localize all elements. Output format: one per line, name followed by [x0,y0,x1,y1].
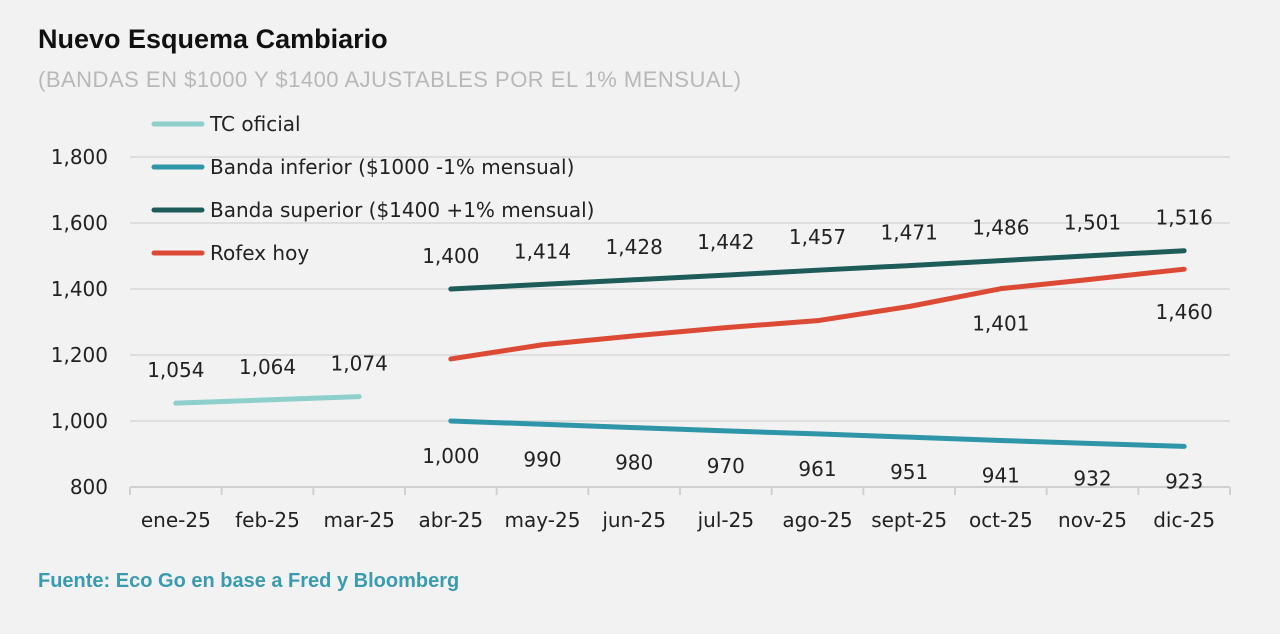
data-label: 923 [1165,469,1203,493]
series-line-1 [448,418,1187,449]
data-label: 1,460 [1156,300,1213,324]
data-label: 1,471 [881,221,938,245]
data-label: 941 [982,463,1020,487]
y-tick-label: 1,800 [51,145,108,169]
chart-title: Nuevo Esquema Cambiario [38,24,388,54]
data-label: 951 [890,460,928,484]
data-label: 980 [615,451,653,475]
legend-label: Rofex hoy [210,241,309,265]
data-label: 1,501 [1064,211,1121,235]
data-label: 1,064 [239,355,296,379]
y-tick-label: 1,200 [51,343,108,367]
data-label: 961 [798,457,836,481]
legend-label: Banda superior ($1400 +1% mensual) [210,198,594,222]
y-tick-label: 1,400 [51,277,108,301]
y-tick-label: 800 [70,475,108,499]
x-tick-label: abr-25 [419,508,484,532]
legend-label: TC oficial [209,112,301,136]
x-tick-label: mar-25 [323,508,394,532]
x-tick-label: oct-25 [969,508,1033,532]
chart-subtitle: (BANDAS EN $1000 Y $1400 AJUSTABLES POR … [38,67,742,92]
source-note: Fuente: Eco Go en base a Fred y Bloomber… [38,570,460,592]
data-label: 1,074 [331,352,388,376]
data-label: 990 [523,447,561,471]
data-label: 1,516 [1156,206,1213,230]
data-label: 932 [1073,466,1111,490]
x-tick-label: feb-25 [235,508,300,532]
x-tick-label: sept-25 [871,508,947,532]
x-tick-label: may-25 [505,508,581,532]
series-line-0 [173,394,362,406]
x-tick-label: jun-25 [601,508,666,532]
x-tick-label: nov-25 [1058,508,1127,532]
x-tick-label: dic-25 [1153,508,1215,532]
data-label: 970 [707,454,745,478]
data-label: 1,486 [972,216,1029,240]
x-tick-label: ago-25 [782,508,852,532]
data-label: 1,000 [422,444,479,468]
data-label: 1,457 [789,225,846,249]
series-line-2 [448,248,1187,292]
data-label: 1,442 [697,230,754,254]
data-label: 1,401 [972,312,1029,336]
legend-label: Banda inferior ($1000 -1% mensual) [210,155,574,179]
data-label: 1,054 [147,358,204,382]
data-label: 1,400 [422,244,479,268]
data-label: 1,428 [606,235,663,259]
data-label: 1,414 [514,239,571,263]
x-tick-label: ene-25 [141,508,211,532]
x-tick-label: jul-25 [697,508,754,532]
series-line-3 [448,266,1187,362]
y-tick-label: 1,000 [51,409,108,433]
y-tick-label: 1,600 [51,211,108,235]
